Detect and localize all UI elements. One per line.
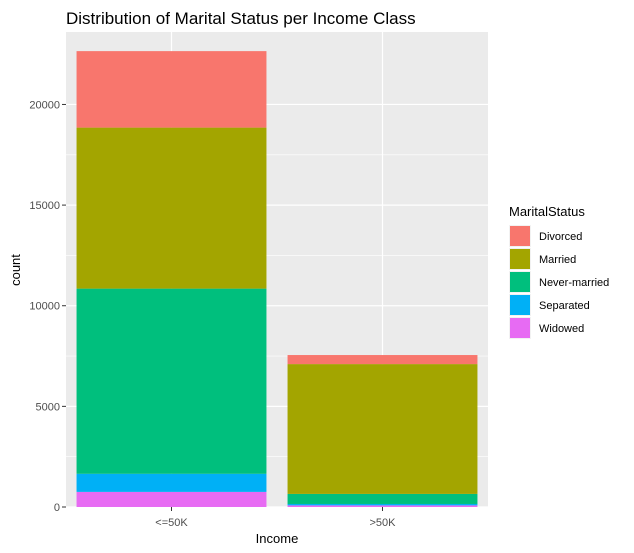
y-tick-label: 0 xyxy=(54,502,60,514)
legend-swatch xyxy=(510,272,530,292)
x-axis-ticks: <=50K >50K xyxy=(155,507,396,529)
legend-swatch xyxy=(510,295,530,315)
bars xyxy=(76,51,478,507)
x-tick-label: >50K xyxy=(370,517,397,529)
bar-segment-separated xyxy=(287,503,478,506)
bar-segment-never-married xyxy=(76,288,267,474)
bar-segment-never-married xyxy=(287,493,478,504)
y-axis-title: count xyxy=(8,254,23,286)
x-axis-title: Income xyxy=(256,531,299,546)
bar-segment-widowed xyxy=(287,505,478,507)
legend: MaritalStatus Divorced Married Never-marri… xyxy=(509,204,609,339)
x-tick-label: <=50K xyxy=(155,517,188,529)
legend-label: Never-married xyxy=(539,277,609,289)
bar-segment-separated xyxy=(76,473,267,492)
legend-title: MaritalStatus xyxy=(509,204,585,219)
legend-swatch xyxy=(510,249,530,269)
chart-title: Distribution of Marital Status per Incom… xyxy=(66,9,416,28)
legend-label: Married xyxy=(539,254,576,266)
legend-label: Widowed xyxy=(539,323,584,335)
legend-label: Separated xyxy=(539,300,590,312)
bar-segment-married xyxy=(287,364,478,494)
bar-segment-widowed xyxy=(76,491,267,507)
bar-segment-divorced xyxy=(76,51,267,128)
y-tick-label: 15000 xyxy=(29,200,60,212)
y-tick-label: 10000 xyxy=(29,301,60,313)
y-tick-label: 20000 xyxy=(29,99,60,111)
y-tick-label: 5000 xyxy=(36,401,60,413)
legend-label: Divorced xyxy=(539,231,582,243)
legend-swatch xyxy=(510,318,530,338)
bar-segment-divorced xyxy=(287,355,478,365)
bar-segment-married xyxy=(76,127,267,289)
legend-swatch xyxy=(510,226,530,246)
y-axis-ticks: 0 5000 10000 15000 20000 xyxy=(29,99,66,514)
